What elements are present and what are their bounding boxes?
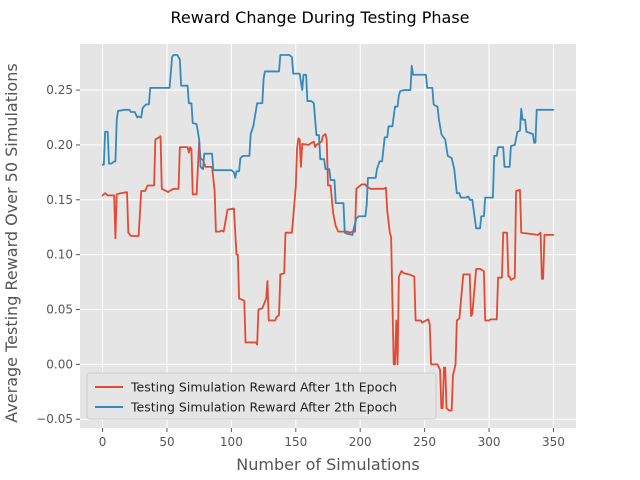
y-tick-label: 0.10	[46, 248, 73, 262]
y-tick-label: 0.05	[46, 303, 73, 317]
y-axis: −0.05 0.00 0.05 0.10 0.15 0.20 0.25	[36, 83, 80, 426]
grid-lines	[80, 44, 576, 428]
legend-box	[86, 372, 437, 420]
series-line-epoch-1	[101, 133, 555, 412]
x-tick-label: 100	[220, 435, 243, 449]
x-tick-label: 300	[478, 435, 501, 449]
x-tick-label: 0	[99, 435, 107, 449]
x-axis-label: Number of Simulations	[236, 455, 419, 474]
legend-label-epoch-2: Testing Simulation Reward After 2th Epoc…	[130, 400, 397, 415]
y-tick-label: −0.05	[36, 412, 73, 426]
x-axis: 0 50 100 150 200 250 300 350	[99, 428, 565, 449]
y-axis-label: Average Testing Reward Over 50 Simulatio…	[2, 63, 21, 422]
legend-label-epoch-1: Testing Simulation Reward After 1th Epoc…	[130, 380, 397, 395]
y-tick-label: 0.15	[46, 193, 73, 207]
x-tick-label: 50	[159, 435, 174, 449]
legend: Testing Simulation Reward After 1th Epoc…	[86, 372, 437, 420]
y-tick-label: 0.00	[46, 357, 73, 371]
series-group	[101, 54, 555, 412]
x-tick-label: 350	[542, 435, 565, 449]
y-tick-label: 0.25	[46, 83, 73, 97]
chart-title: Reward Change During Testing Phase	[171, 8, 470, 27]
x-tick-label: 250	[413, 435, 436, 449]
x-tick-label: 200	[349, 435, 372, 449]
y-tick-label: 0.20	[46, 138, 73, 152]
series-line-epoch-2	[101, 54, 555, 236]
plot-area	[80, 44, 576, 428]
x-tick-label: 150	[284, 435, 307, 449]
